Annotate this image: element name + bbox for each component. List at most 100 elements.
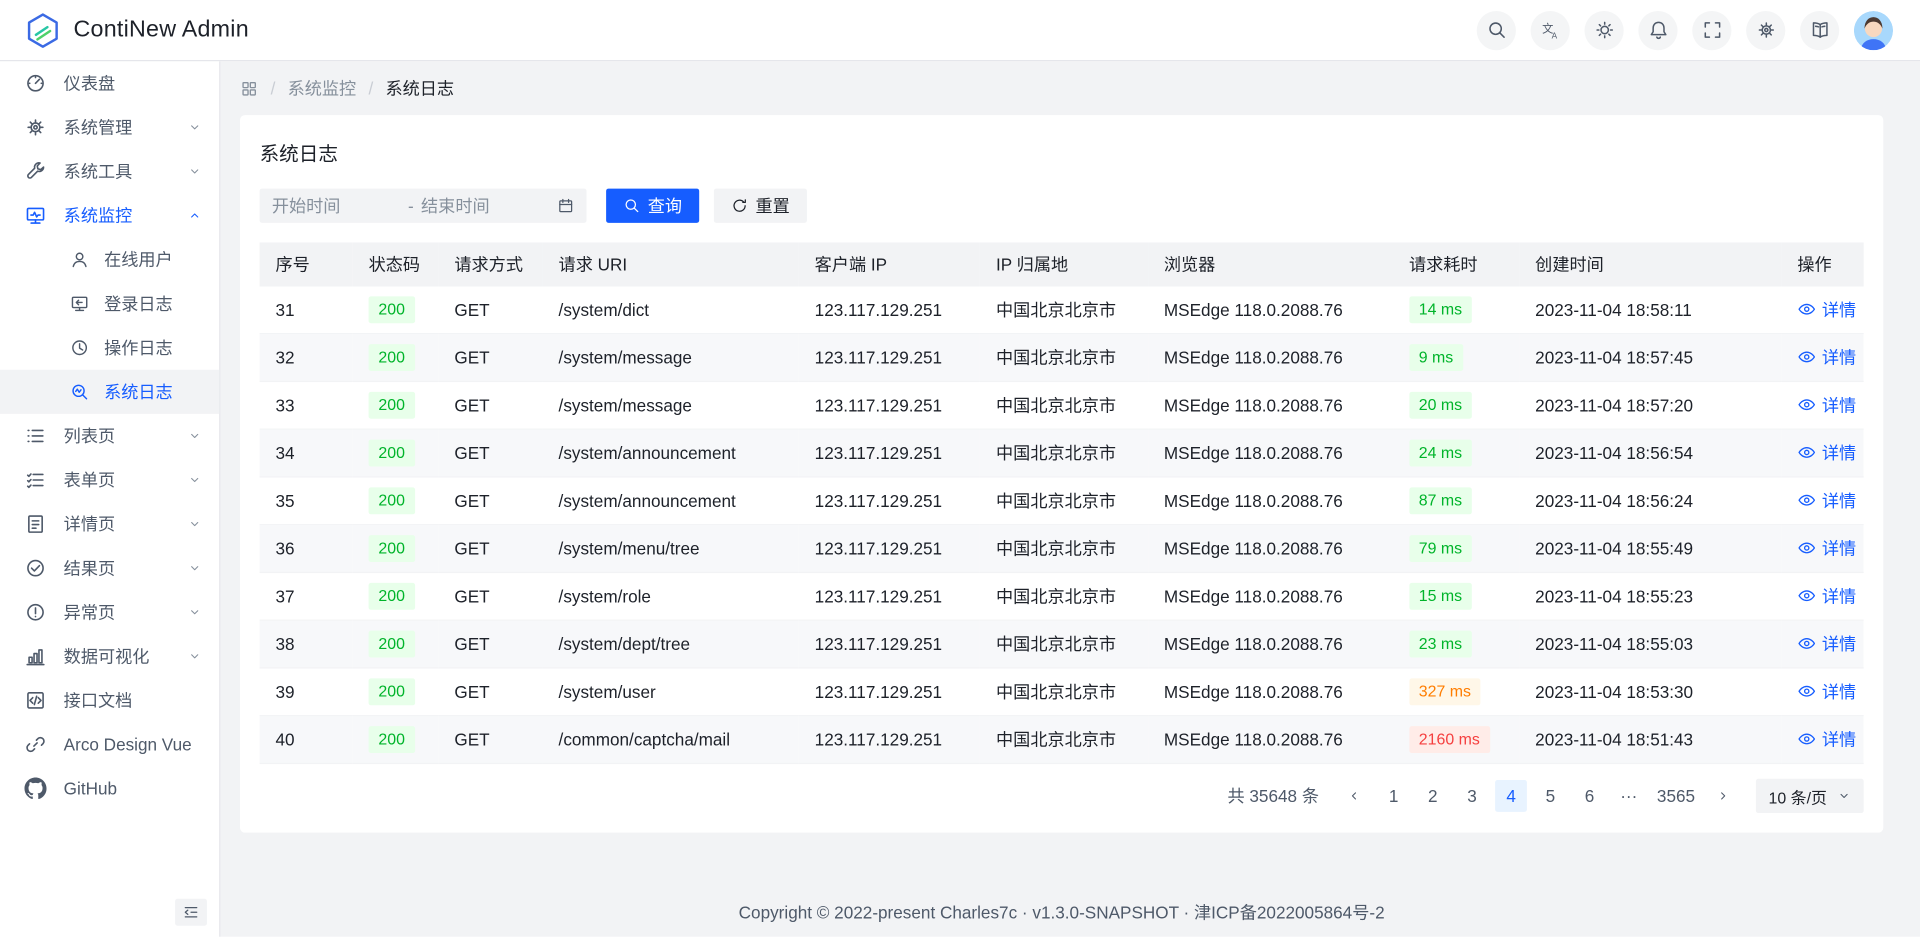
theme-button[interactable] — [1584, 10, 1624, 50]
sidebar-item-result-page[interactable]: 结果页 — [0, 546, 219, 590]
sidebar-item-system-log[interactable]: 系统日志 — [0, 369, 220, 414]
cell-ip: 123.117.129.251 — [798, 620, 981, 669]
notifications-button[interactable] — [1638, 10, 1678, 50]
status-badge: 200 — [368, 344, 415, 372]
detail-link[interactable]: 详情 — [1797, 536, 1856, 560]
breadcrumb-item[interactable]: 系统监控 — [287, 78, 357, 98]
sidebar-item-system-monitor[interactable]: 系统监控 — [0, 193, 219, 237]
gear-icon — [1755, 20, 1776, 41]
cell-action: 详情 — [1781, 476, 1864, 526]
column-header-browser: 浏览器 — [1147, 242, 1394, 287]
sidebar-item-form-page[interactable]: 表单页 — [0, 458, 219, 502]
status-badge: 200 — [368, 391, 415, 419]
page-size-select[interactable]: 10 条/页 — [1756, 778, 1864, 814]
detail-link-label: 详情 — [1821, 586, 1857, 606]
elapsed-badge: 327 ms — [1408, 678, 1481, 706]
cell-status: 200 — [352, 572, 439, 621]
cell-method: GET — [438, 667, 543, 717]
column-header-uri: 请求 URI — [542, 242, 799, 287]
reset-button[interactable]: 重置 — [713, 188, 807, 223]
sidebar-item-online-users[interactable]: 在线用户 — [0, 238, 219, 282]
end-time-input[interactable] — [421, 195, 550, 216]
cell-action: 详情 — [1781, 333, 1864, 383]
detail-link[interactable]: 详情 — [1797, 345, 1856, 369]
pagination-page-2[interactable]: 2 — [1428, 786, 1438, 806]
chevron-up-icon — [187, 208, 202, 223]
cell-elapsed: 15 ms — [1393, 572, 1520, 621]
pagination-next-button[interactable] — [1707, 780, 1739, 812]
fullscreen-button[interactable] — [1692, 10, 1732, 50]
cell-region: 中国北京北京市 — [980, 476, 1148, 526]
sidebar-item-label: 系统管理 — [63, 117, 133, 138]
sidebar-item-data-visualization[interactable]: 数据可视化 — [0, 634, 219, 678]
pagination-page-3[interactable]: 3 — [1467, 786, 1477, 806]
table-row: 38 200 GET/system/dept/tree 123.117.129.251… — [259, 620, 1864, 669]
eye-icon — [1797, 396, 1815, 414]
cell-region: 中国北京北京市 — [980, 286, 1148, 335]
sidebar-item-detail-page[interactable]: 详情页 — [0, 502, 219, 546]
elapsed-badge: 23 ms — [1408, 630, 1472, 658]
docs-button[interactable] — [1800, 10, 1840, 50]
refresh-icon — [731, 197, 748, 214]
pagination-page-6[interactable]: 6 — [1584, 786, 1595, 806]
column-header-ip: 客户端 IP — [798, 242, 981, 287]
detail-link[interactable]: 详情 — [1797, 584, 1856, 608]
pagination-page-5[interactable]: 5 — [1545, 786, 1556, 806]
settings-button[interactable] — [1746, 10, 1786, 50]
search-icon — [623, 197, 640, 214]
date-range-input[interactable]: - — [259, 188, 587, 223]
fullscreen-icon — [1701, 20, 1722, 41]
translate-button[interactable] — [1530, 10, 1570, 50]
status-badge: 200 — [368, 487, 415, 515]
link-icon — [24, 733, 46, 755]
cell-region: 中国北京北京市 — [980, 667, 1148, 717]
sidebar-item-dashboard[interactable]: 仪表盘 — [0, 61, 219, 105]
range-separator: - — [407, 195, 414, 216]
sidebar-collapse-button[interactable] — [175, 899, 207, 927]
sidebar-item-arco-design-vue[interactable]: Arco Design Vue — [0, 722, 219, 766]
cell-region: 中国北京北京市 — [980, 381, 1148, 430]
breadcrumb-item[interactable]: 系统日志 — [385, 78, 455, 98]
sidebar-item-exception-page[interactable]: 异常页 — [0, 590, 219, 634]
cell-ip: 123.117.129.251 — [798, 476, 981, 526]
cell-method: GET — [438, 620, 543, 669]
sidebar-item-system-tools[interactable]: 系统工具 — [0, 149, 219, 193]
pagination-page-4[interactable]: 4 — [1495, 780, 1528, 812]
cell-browser: MSEdge 118.0.2088.76 — [1147, 524, 1394, 574]
detail-link[interactable]: 详情 — [1797, 393, 1856, 417]
chevron-down-icon — [187, 605, 202, 620]
pagination-page-1[interactable]: 1 — [1388, 786, 1399, 806]
detail-link[interactable]: 详情 — [1797, 297, 1856, 321]
sidebar-item-operation-log[interactable]: 操作日志 — [0, 326, 219, 370]
sidebar-item-label: 结果页 — [63, 558, 116, 578]
sidebar: 仪表盘系统管理系统工具 系统监控 在线用户 登录日志 操作日志 系统日志 列表页 表单页 详情页… — [0, 61, 221, 937]
detail-link[interactable]: 详情 — [1797, 488, 1856, 512]
brand[interactable]: ContiNew Admin — [24, 12, 249, 49]
pagination-page-3565[interactable]: 3565 — [1656, 786, 1696, 806]
cell-ip: 123.117.129.251 — [798, 286, 981, 335]
sidebar-item-login-log[interactable]: 登录日志 — [0, 282, 219, 326]
sidebar-item-system-management[interactable]: 系统管理 — [0, 105, 219, 149]
detail-link[interactable]: 详情 — [1797, 441, 1856, 465]
table-row: 34 200 GET/system/announcement 123.117.129.… — [259, 429, 1864, 478]
table-row: 31 200 GET/system/dict 123.117.129.251 中国北京北… — [259, 286, 1864, 335]
detail-link[interactable]: 详情 — [1797, 679, 1856, 703]
cell-method: GET — [438, 381, 543, 430]
chevron-down-icon — [187, 429, 202, 444]
cell-method: GET — [438, 476, 543, 526]
user-icon — [70, 250, 90, 270]
cell-browser: MSEdge 118.0.2088.76 — [1147, 715, 1394, 765]
sidebar-item-list-page[interactable]: 列表页 — [0, 414, 219, 458]
detail-link[interactable]: 详情 — [1797, 727, 1856, 751]
search-button[interactable] — [1476, 10, 1516, 50]
search-button[interactable]: 查询 — [606, 188, 700, 223]
pagination-prev-button[interactable] — [1339, 780, 1371, 812]
topbar: ContiNew Admin — [0, 0, 1920, 62]
detail-link[interactable]: 详情 — [1797, 632, 1856, 656]
user-avatar[interactable] — [1853, 10, 1894, 50]
menu-fold-icon — [182, 904, 199, 921]
start-time-input[interactable] — [271, 195, 401, 216]
column-header-status: 状态码 — [352, 242, 439, 287]
sidebar-item-api-docs[interactable]: 接口文档 — [0, 678, 219, 722]
sidebar-item-github[interactable]: GitHub — [0, 767, 219, 811]
